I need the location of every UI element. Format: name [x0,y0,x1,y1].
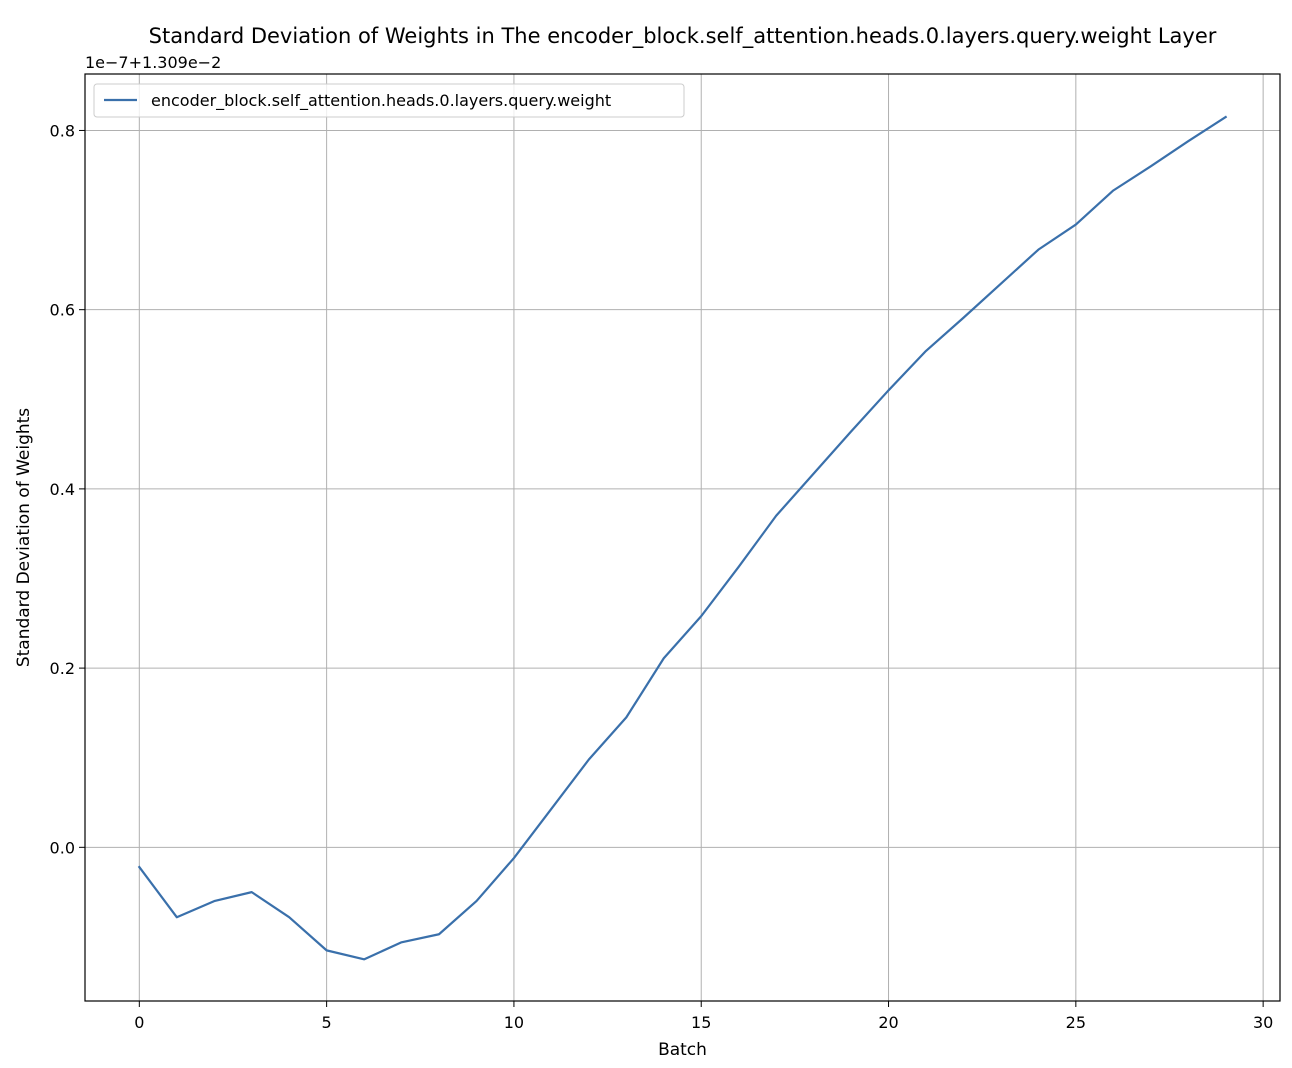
y-tick-label: 0.0 [50,838,75,857]
legend-box [93,83,685,118]
x-tick-label: 5 [322,1013,332,1032]
grid-lines [85,74,1280,1001]
x-tick-label: 0 [134,1013,144,1032]
y-tick-label: 0.4 [50,480,75,499]
x-tick-label: 10 [504,1013,524,1032]
plot-frame [84,73,1281,1002]
chart-title: Standard Deviation of Weights in The enc… [149,24,1217,49]
x-tick-label: 15 [691,1013,711,1032]
y-tick-label: 0.6 [50,301,75,320]
y-axis-label: Standard Deviation of Weights [14,408,34,667]
series-line [137,115,1228,961]
x-tick-label: 20 [878,1013,898,1032]
axis-ticks: 0 5 10 15 20 25 30 0.0 0.2 0.4 0.6 0.8 [50,121,1274,1032]
y-axis-offset-label: 1e−7+1.309e−2 [85,53,221,72]
series-layer [137,115,1228,961]
y-tick-label: 0.8 [50,121,75,140]
legend-entry-label: encoder_block.self_attention.heads.0.lay… [151,91,611,111]
x-tick-label: 30 [1253,1013,1273,1032]
y-tick-label: 0.2 [50,659,75,678]
x-tick-label: 25 [1066,1013,1086,1032]
legend: encoder_block.self_attention.heads.0.lay… [93,83,685,118]
x-axis-label: Batch [658,1040,707,1060]
